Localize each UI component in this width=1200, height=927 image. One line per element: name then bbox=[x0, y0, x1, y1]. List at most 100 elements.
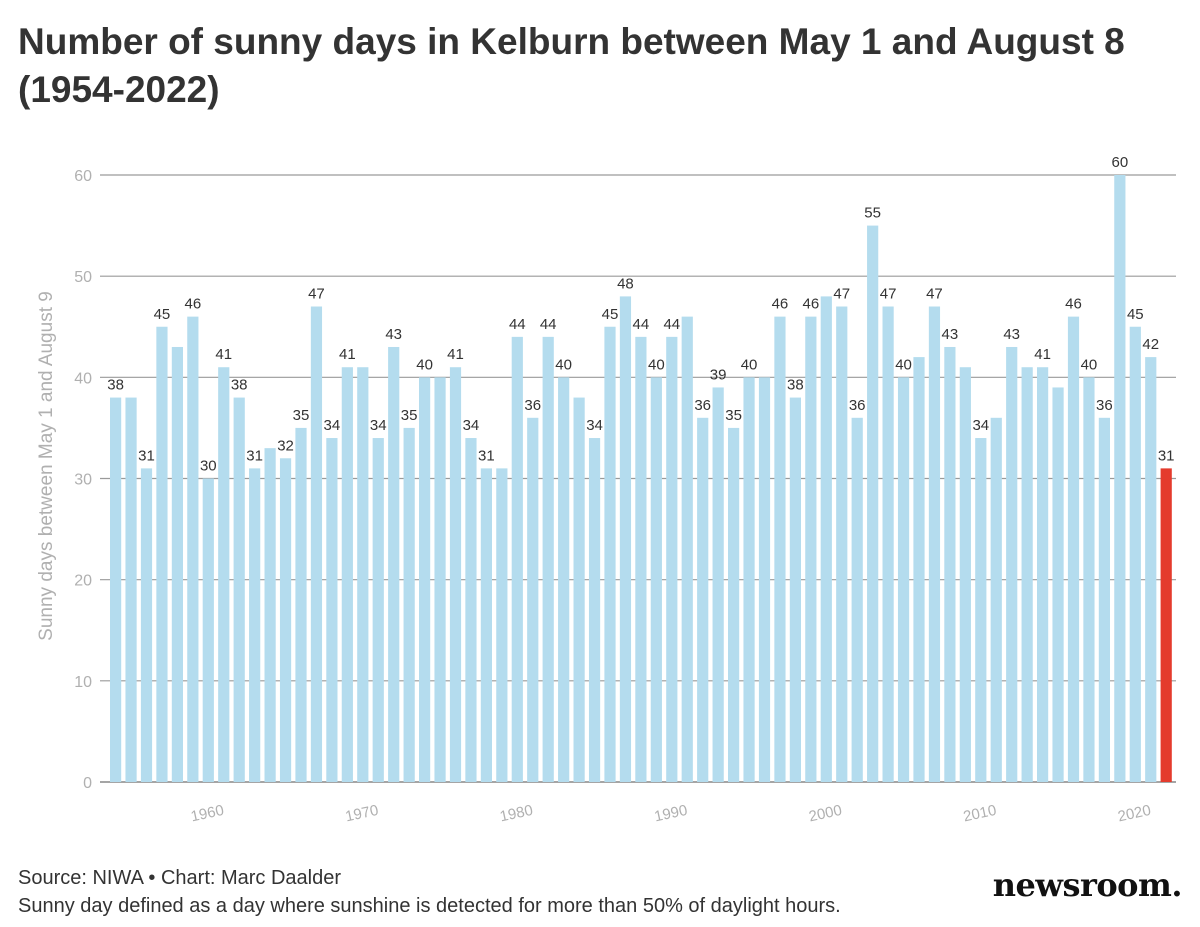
data-label-1989: 40 bbox=[648, 356, 665, 373]
data-label-2018: 36 bbox=[1096, 397, 1113, 414]
data-label-2004: 47 bbox=[880, 286, 897, 303]
bar-1968 bbox=[326, 438, 338, 782]
data-label-1956: 31 bbox=[138, 447, 155, 464]
data-label-1980: 44 bbox=[509, 316, 526, 333]
data-label-1990: 44 bbox=[663, 316, 680, 333]
bar-2020 bbox=[1129, 326, 1141, 782]
data-label-1986: 45 bbox=[602, 306, 619, 323]
bar-1958 bbox=[171, 346, 183, 782]
x-tick-label: 1980 bbox=[498, 802, 534, 826]
bar-1956 bbox=[140, 468, 153, 782]
data-label-2014: 41 bbox=[1034, 346, 1051, 363]
bar-2008 bbox=[944, 346, 956, 782]
bar-2000 bbox=[820, 296, 832, 782]
data-label-1974: 40 bbox=[416, 356, 433, 373]
bar-1985 bbox=[588, 438, 601, 782]
bar-1962 bbox=[233, 397, 245, 782]
data-label-2001: 47 bbox=[833, 286, 850, 303]
bar-1974 bbox=[419, 377, 431, 782]
bar-2016 bbox=[1067, 316, 1080, 782]
bar-1994 bbox=[728, 427, 740, 782]
data-label-2003: 55 bbox=[864, 205, 881, 222]
x-tick-label: 1990 bbox=[653, 802, 689, 826]
data-label-2005: 40 bbox=[895, 356, 912, 373]
x-tick-label: 1960 bbox=[189, 802, 225, 826]
bar-1966 bbox=[295, 427, 307, 782]
data-label-1957: 45 bbox=[154, 306, 171, 323]
x-tick-label: 2000 bbox=[807, 802, 843, 826]
data-label-1987: 48 bbox=[617, 275, 634, 292]
data-label-1966: 35 bbox=[293, 407, 310, 424]
bar-1976 bbox=[449, 367, 462, 782]
data-label-1959: 46 bbox=[185, 296, 202, 313]
x-tick-label: 2020 bbox=[1116, 802, 1152, 826]
data-label-1999: 46 bbox=[803, 296, 820, 313]
y-tick-label: 0 bbox=[83, 775, 92, 792]
bar-1964 bbox=[264, 448, 276, 782]
definition-note: Sunny day defined as a day where sunshin… bbox=[18, 895, 841, 917]
bar-1969 bbox=[341, 367, 353, 782]
bar-1955 bbox=[125, 397, 137, 782]
bar-1983 bbox=[558, 377, 570, 782]
chart-title: Number of sunny days in Kelburn between … bbox=[18, 21, 1125, 110]
bar-1989 bbox=[650, 377, 662, 782]
data-label-2010: 34 bbox=[972, 417, 989, 434]
data-label-1983: 40 bbox=[555, 356, 572, 373]
bar-1972 bbox=[388, 346, 400, 782]
bar-2012 bbox=[1006, 346, 1018, 782]
data-label-2021: 42 bbox=[1142, 336, 1159, 353]
bar-1984 bbox=[573, 397, 585, 782]
bar-1993 bbox=[712, 387, 724, 782]
data-label-1988: 44 bbox=[633, 316, 650, 333]
data-label-1971: 34 bbox=[370, 417, 387, 434]
data-label-2002: 36 bbox=[849, 397, 866, 414]
bar-2003 bbox=[867, 225, 879, 783]
bar-2014 bbox=[1037, 367, 1049, 782]
bar-1954 bbox=[110, 397, 122, 782]
y-tick-label: 50 bbox=[74, 269, 92, 286]
x-tick-label: 2010 bbox=[962, 802, 998, 826]
bar-1967 bbox=[310, 306, 323, 782]
bar-2010 bbox=[975, 438, 987, 782]
bar-1980 bbox=[511, 336, 523, 782]
bar-2018 bbox=[1098, 417, 1110, 782]
bar-2002 bbox=[851, 417, 863, 782]
bar-1996 bbox=[758, 377, 771, 782]
bar-1970 bbox=[357, 367, 369, 782]
bar-2011 bbox=[990, 417, 1002, 782]
data-label-2012: 43 bbox=[1003, 326, 1020, 343]
bar-1982 bbox=[542, 336, 554, 782]
bar-1965 bbox=[279, 458, 292, 782]
y-axis-ticks: 0 10 20 30 40 50 60 bbox=[74, 168, 92, 792]
data-label-1981: 36 bbox=[524, 397, 541, 414]
data-label-1969: 41 bbox=[339, 346, 356, 363]
bar-1981 bbox=[527, 417, 539, 782]
bar-2004 bbox=[882, 306, 894, 782]
source-credit: Source: NIWA • Chart: Marc Daalder bbox=[18, 867, 342, 889]
bar-1991 bbox=[681, 316, 693, 782]
data-label-2016: 46 bbox=[1065, 296, 1082, 313]
data-label-1963: 31 bbox=[246, 447, 263, 464]
data-label-2020: 45 bbox=[1127, 306, 1144, 323]
data-label-2019: 60 bbox=[1112, 154, 1129, 171]
bar-1978 bbox=[480, 468, 492, 782]
data-label-1977: 34 bbox=[463, 417, 480, 434]
data-label-1961: 41 bbox=[215, 346, 232, 363]
bar-2019 bbox=[1114, 175, 1126, 782]
data-label-1972: 43 bbox=[385, 326, 402, 343]
bar-2006 bbox=[913, 357, 925, 782]
y-tick-label: 10 bbox=[74, 674, 92, 691]
bar-2001 bbox=[836, 306, 848, 782]
data-label-1968: 34 bbox=[324, 417, 341, 434]
data-label-1967: 47 bbox=[308, 286, 325, 303]
bar-1998 bbox=[789, 397, 801, 782]
bar-2015 bbox=[1052, 387, 1064, 782]
data-labels: 38 31 45 46 30 41 38 31 32 35 47 34 41 34 43 35 40 41 34 31… bbox=[107, 154, 1174, 475]
data-label-1976: 41 bbox=[447, 346, 464, 363]
data-label-1992: 36 bbox=[694, 397, 711, 414]
y-tick-label: 30 bbox=[74, 472, 92, 489]
bar-1990 bbox=[666, 336, 678, 782]
data-label-2022: 31 bbox=[1158, 447, 1175, 464]
bar-1959 bbox=[187, 316, 199, 782]
